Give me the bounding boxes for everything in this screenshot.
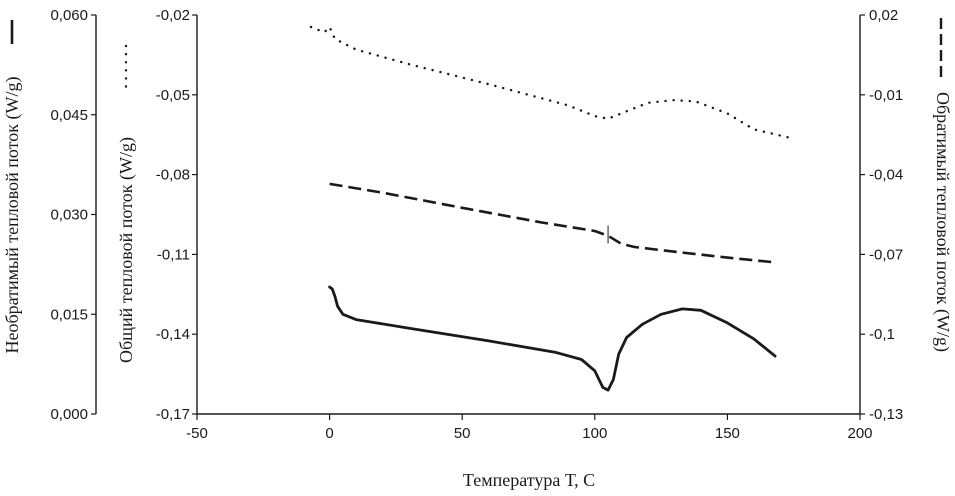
left-inner-axis-tick-label: -0,14: [156, 326, 190, 343]
x-axis-tick-label: 150: [715, 425, 740, 442]
left-outer-axis-tick-label: 0,030: [50, 207, 88, 224]
right-axis-tick-label: -0,07: [869, 246, 903, 263]
left-outer-axis-ticks: 0,000 0,015 0,030 0,045 0,060: [50, 7, 96, 423]
x-axis-tick-label: 100: [582, 425, 607, 442]
left-inner-axis-tick-label: -0,17: [156, 406, 190, 423]
x-axis-title: Температура Т, С: [463, 470, 595, 490]
left-inner-axis-tick-label: -0,11: [157, 246, 190, 263]
right-axis-tick-label: -0,04: [869, 167, 903, 184]
left-inner-axis-tick-label: -0,02: [156, 7, 190, 24]
right-axis-title: Обратимый тепловой поток (W/g): [932, 92, 953, 352]
right-axis-ticks: -0,13 -0,1 -0,07 -0,04 -0,01 0,02: [860, 7, 903, 423]
right-axis-tick-label: -0,01: [869, 87, 903, 104]
x-axis-tick-label: -50: [186, 425, 208, 442]
x-axis-tick-label: 50: [454, 425, 471, 442]
right-axis-tick-label: -0,13: [869, 406, 903, 423]
axis-legend-markers: [10, 18, 943, 94]
dotted-series-line: [309, 25, 790, 139]
right-axis-tick-label: 0,02: [869, 7, 898, 24]
x-axis-tick-label: 0: [325, 425, 333, 442]
series-layer: [309, 25, 790, 392]
x-axis-tick-label: 200: [847, 425, 872, 442]
left-inner-axis-tick-label: -0,08: [156, 167, 190, 184]
left-outer-axis-tick-label: 0,000: [50, 406, 88, 423]
left-outer-axis-tick-label: 0,015: [50, 306, 88, 323]
left-outer-axis-tick-label: 0,060: [50, 7, 88, 24]
dashed-series-line: [329, 182, 776, 264]
right-axis-tick-label: -0,1: [869, 326, 895, 343]
left-outer-axis-tick-label: 0,045: [50, 107, 88, 124]
left-outer-axis-title: Необратимый тепловой поток (W/g): [2, 76, 23, 353]
solid-series-line: [328, 285, 777, 392]
left-inner-axis-title: Общий тепловой поток (W/g): [116, 137, 137, 363]
x-axis-ticks: -50 0 50 100 150 200: [186, 414, 873, 442]
left-inner-axis-ticks: -0,17 -0,14 -0,11 -0,08 -0,05 -0,02: [156, 7, 197, 423]
plot-frame: [95, 15, 861, 415]
left-inner-axis-tick-label: -0,05: [156, 87, 190, 104]
